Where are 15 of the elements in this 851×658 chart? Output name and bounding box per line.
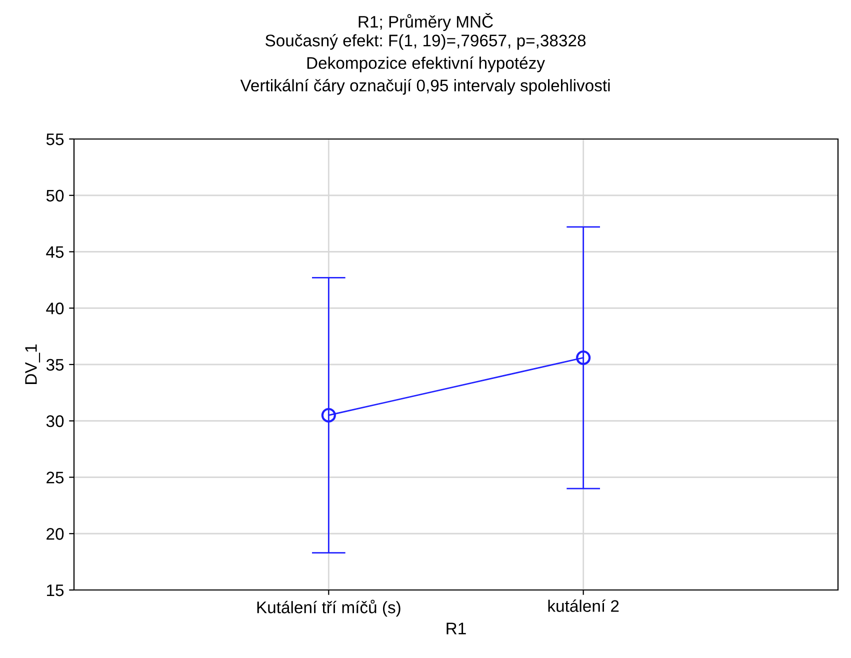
y-tick-label: 55 [46,134,64,146]
chart-subtitle: Současný efekt: F(1, 19)=,79657, p=,38328 Dekompozice efektivní hypotézy Vertikální čáry označují 0,95 intervaly spolehlivosti [240,34,610,95]
y-tick-label: 20 [46,528,64,540]
y-axis-title: DV_1 [25,344,40,384]
y-tick-label: 35 [46,358,64,371]
x-axis-title: R1 [446,622,466,634]
y-tick-label: 30 [46,415,64,428]
y-tick-label: 40 [46,302,64,314]
x-tick-label: kutálení 2 [548,600,619,612]
chart-title: R1; Průměry MNČ [358,12,493,32]
y-tick-label: 25 [46,472,64,484]
x-tick-label: Kutálení tří míčů (s) [257,600,400,617]
y-tick-label: 15 [47,584,64,596]
y-tick-label: 50 [46,190,64,202]
y-tick-label: 45 [46,246,64,258]
